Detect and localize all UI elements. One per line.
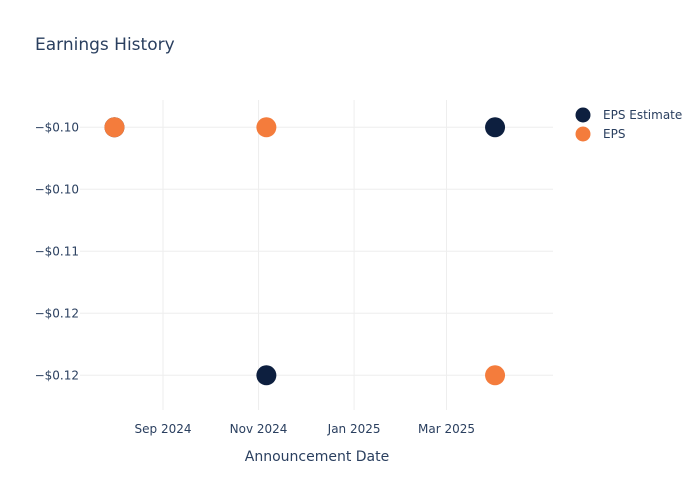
x-tick-label: Nov 2024 <box>230 422 288 436</box>
gridlines <box>80 100 553 410</box>
legend-marker <box>575 126 591 142</box>
point-eps[interactable] <box>256 117 277 138</box>
point-eps-estimate[interactable] <box>485 117 506 138</box>
y-tick-label: −$0.10 <box>35 182 79 196</box>
point-eps[interactable] <box>104 117 125 138</box>
x-tick-label: Mar 2025 <box>418 422 475 436</box>
point-eps-estimate[interactable] <box>256 365 277 386</box>
y-tick-label: −$0.12 <box>35 306 79 320</box>
y-tick-label: −$0.12 <box>35 368 79 382</box>
x-axis-ticks: Sep 2024 Nov 2024 Jan 2025 Mar 2025 <box>135 422 475 436</box>
data-points <box>104 117 506 386</box>
x-axis-title: Announcement Date <box>245 449 389 465</box>
y-axis-ticks: −$0.10 −$0.10 −$0.11 −$0.12 −$0.12 <box>35 120 79 382</box>
legend[interactable]: EPS Estimate EPS <box>575 107 683 142</box>
chart-title: Earnings History <box>35 35 175 55</box>
y-tick-label: −$0.11 <box>35 244 79 258</box>
legend-label[interactable]: EPS Estimate <box>603 108 682 122</box>
legend-label[interactable]: EPS <box>603 127 625 141</box>
x-tick-label: Jan 2025 <box>327 422 381 436</box>
x-tick-label: Sep 2024 <box>135 422 192 436</box>
legend-marker <box>575 107 591 123</box>
point-eps[interactable] <box>485 365 506 386</box>
y-tick-label: −$0.10 <box>35 120 79 134</box>
